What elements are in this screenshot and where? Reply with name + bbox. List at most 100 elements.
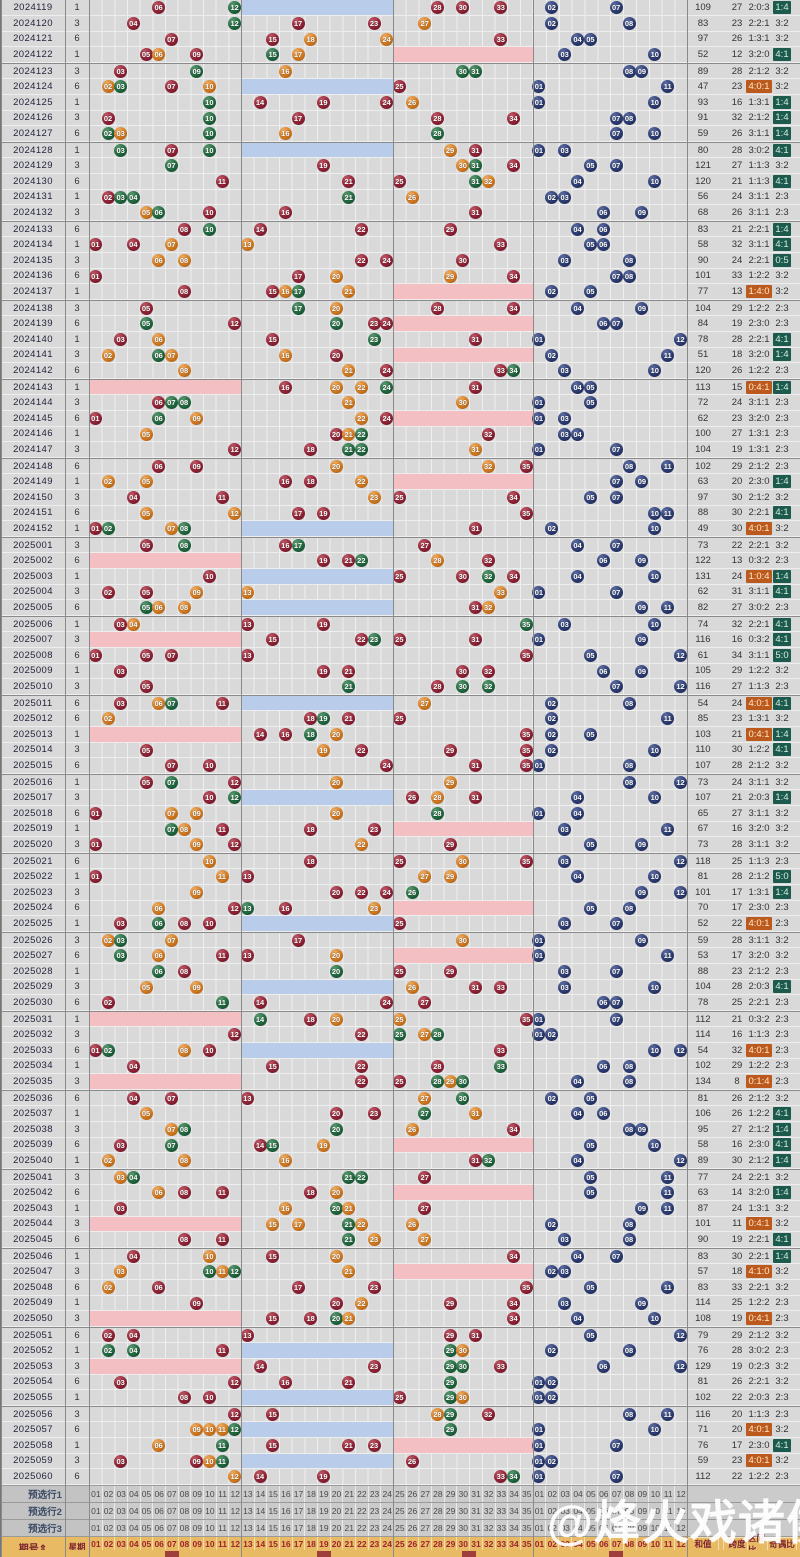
header-number-cell[interactable]: 15 xyxy=(266,1537,279,1552)
presel-number-cell[interactable]: 32 xyxy=(481,1503,495,1520)
presel-number-cell[interactable]: 07 xyxy=(165,1486,178,1503)
presel-number-cell[interactable]: 05 xyxy=(584,1520,597,1537)
presel-number-cell[interactable]: 35 xyxy=(519,1486,533,1503)
presel-number-cell[interactable]: 06 xyxy=(596,1520,610,1537)
presel-number-cell[interactable]: 21 xyxy=(342,1520,355,1537)
presel-number-cell[interactable]: 33 xyxy=(494,1503,508,1520)
presel-number-cell[interactable]: 04 xyxy=(571,1486,584,1503)
header-number-cell[interactable]: 09 xyxy=(190,1537,203,1552)
header-number-cell[interactable]: 12 xyxy=(674,1537,687,1552)
presel-number-cell[interactable]: 13 xyxy=(241,1520,254,1537)
presel-number-cell[interactable]: 01 xyxy=(89,1503,102,1520)
presel-number-cell[interactable]: 28 xyxy=(431,1486,444,1503)
presel-number-cell[interactable]: 04 xyxy=(571,1503,584,1520)
presel-number-cell[interactable]: 18 xyxy=(304,1503,317,1520)
presel-number-cell[interactable]: 03 xyxy=(558,1520,571,1537)
presel-number-cell[interactable]: 30 xyxy=(456,1503,469,1520)
presel-number-cell[interactable]: 10 xyxy=(203,1503,216,1520)
header-number-cell[interactable]: 14 xyxy=(253,1537,267,1552)
presel-number-cell[interactable]: 30 xyxy=(456,1520,469,1537)
header-number-cell[interactable]: 05 xyxy=(139,1537,153,1552)
presel-number-cell[interactable]: 04 xyxy=(127,1520,140,1537)
presel-number-cell[interactable]: 12 xyxy=(228,1520,241,1537)
presel-number-cell[interactable]: 20 xyxy=(329,1520,343,1537)
presel-number-cell[interactable]: 05 xyxy=(139,1503,153,1520)
presel-number-cell[interactable]: 10 xyxy=(203,1520,216,1537)
presel-number-cell[interactable]: 35 xyxy=(519,1520,533,1537)
header-number-cell[interactable]: 07 xyxy=(609,1537,623,1552)
presel-number-cell[interactable]: 08 xyxy=(177,1503,191,1520)
presel-number-cell[interactable]: 29 xyxy=(443,1503,457,1520)
presel-number-cell[interactable]: 19 xyxy=(317,1486,330,1503)
header-number-cell[interactable]: 02 xyxy=(545,1537,558,1552)
presel-number-cell[interactable]: 08 xyxy=(622,1503,636,1520)
presel-number-cell[interactable]: 10 xyxy=(648,1486,661,1503)
presel-row-label[interactable]: 预选行3 xyxy=(1,1520,89,1537)
presel-number-cell[interactable]: 01 xyxy=(532,1520,546,1537)
presel-number-cell[interactable]: 20 xyxy=(329,1486,343,1503)
presel-number-cell[interactable]: 32 xyxy=(481,1486,495,1503)
presel-number-cell[interactable]: 01 xyxy=(532,1486,546,1503)
presel-number-cell[interactable]: 12 xyxy=(674,1503,687,1520)
presel-number-cell[interactable]: 30 xyxy=(456,1486,469,1503)
presel-number-cell[interactable]: 26 xyxy=(405,1520,419,1537)
presel-number-cell[interactable]: 10 xyxy=(648,1520,661,1537)
header-number-cell[interactable]: 08 xyxy=(622,1537,636,1552)
presel-number-cell[interactable]: 24 xyxy=(380,1486,393,1503)
presel-number-cell[interactable]: 22 xyxy=(355,1486,368,1503)
presel-number-cell[interactable]: 29 xyxy=(443,1520,457,1537)
presel-number-cell[interactable]: 02 xyxy=(101,1503,115,1520)
presel-number-cell[interactable]: 11 xyxy=(215,1486,229,1503)
presel-number-cell[interactable]: 11 xyxy=(215,1503,229,1520)
presel-number-cell[interactable]: 09 xyxy=(190,1520,203,1537)
presel-number-cell[interactable]: 23 xyxy=(367,1486,381,1503)
presel-number-cell[interactable]: 29 xyxy=(443,1486,457,1503)
presel-number-cell[interactable]: 34 xyxy=(507,1486,520,1503)
presel-number-cell[interactable]: 06 xyxy=(152,1503,165,1520)
header-number-cell[interactable]: 33 xyxy=(494,1537,508,1552)
presel-number-cell[interactable]: 06 xyxy=(152,1486,165,1503)
presel-number-cell[interactable]: 07 xyxy=(609,1503,623,1520)
presel-number-cell[interactable]: 33 xyxy=(494,1486,508,1503)
presel-row-label[interactable]: 预选行1 xyxy=(1,1486,89,1503)
presel-number-cell[interactable]: 07 xyxy=(609,1486,623,1503)
presel-number-cell[interactable]: 05 xyxy=(584,1503,597,1520)
presel-number-cell[interactable]: 01 xyxy=(89,1486,102,1503)
presel-number-cell[interactable]: 10 xyxy=(648,1503,661,1520)
header-number-cell[interactable]: 26 xyxy=(405,1537,419,1552)
header-number-cell[interactable]: 28 xyxy=(431,1537,444,1552)
presel-number-cell[interactable]: 04 xyxy=(127,1486,140,1503)
presel-number-cell[interactable]: 11 xyxy=(661,1503,674,1520)
presel-number-cell[interactable]: 01 xyxy=(89,1520,102,1537)
presel-number-cell[interactable]: 32 xyxy=(481,1520,495,1537)
presel-number-cell[interactable]: 09 xyxy=(635,1503,649,1520)
presel-number-cell[interactable]: 08 xyxy=(622,1520,636,1537)
presel-number-cell[interactable]: 20 xyxy=(329,1503,343,1520)
presel-number-cell[interactable]: 31 xyxy=(469,1503,482,1520)
header-number-cell[interactable]: 31 xyxy=(469,1537,482,1552)
presel-number-cell[interactable]: 06 xyxy=(596,1486,610,1503)
presel-number-cell[interactable]: 34 xyxy=(507,1520,520,1537)
presel-number-cell[interactable]: 15 xyxy=(266,1503,279,1520)
presel-number-cell[interactable]: 13 xyxy=(241,1503,254,1520)
presel-number-cell[interactable]: 31 xyxy=(469,1486,482,1503)
presel-number-cell[interactable]: 05 xyxy=(139,1520,153,1537)
presel-number-cell[interactable]: 03 xyxy=(558,1486,571,1503)
header-number-cell[interactable]: 07 xyxy=(165,1537,178,1552)
header-number-cell[interactable]: 10 xyxy=(203,1537,216,1552)
presel-number-cell[interactable]: 02 xyxy=(101,1486,115,1503)
presel-number-cell[interactable]: 10 xyxy=(203,1486,216,1503)
presel-number-cell[interactable]: 07 xyxy=(609,1520,623,1537)
presel-number-cell[interactable]: 12 xyxy=(228,1503,241,1520)
presel-number-cell[interactable]: 27 xyxy=(418,1520,431,1537)
presel-number-cell[interactable]: 11 xyxy=(661,1520,674,1537)
header-number-cell[interactable]: 08 xyxy=(177,1537,191,1552)
header-number-cell[interactable]: 12 xyxy=(228,1537,241,1552)
presel-number-cell[interactable]: 19 xyxy=(317,1503,330,1520)
presel-number-cell[interactable]: 31 xyxy=(469,1520,482,1537)
header-number-cell[interactable]: 01 xyxy=(89,1537,102,1552)
presel-number-cell[interactable]: 22 xyxy=(355,1503,368,1520)
presel-number-cell[interactable]: 03 xyxy=(114,1520,127,1537)
presel-number-cell[interactable]: 09 xyxy=(190,1503,203,1520)
presel-number-cell[interactable]: 25 xyxy=(393,1486,406,1503)
